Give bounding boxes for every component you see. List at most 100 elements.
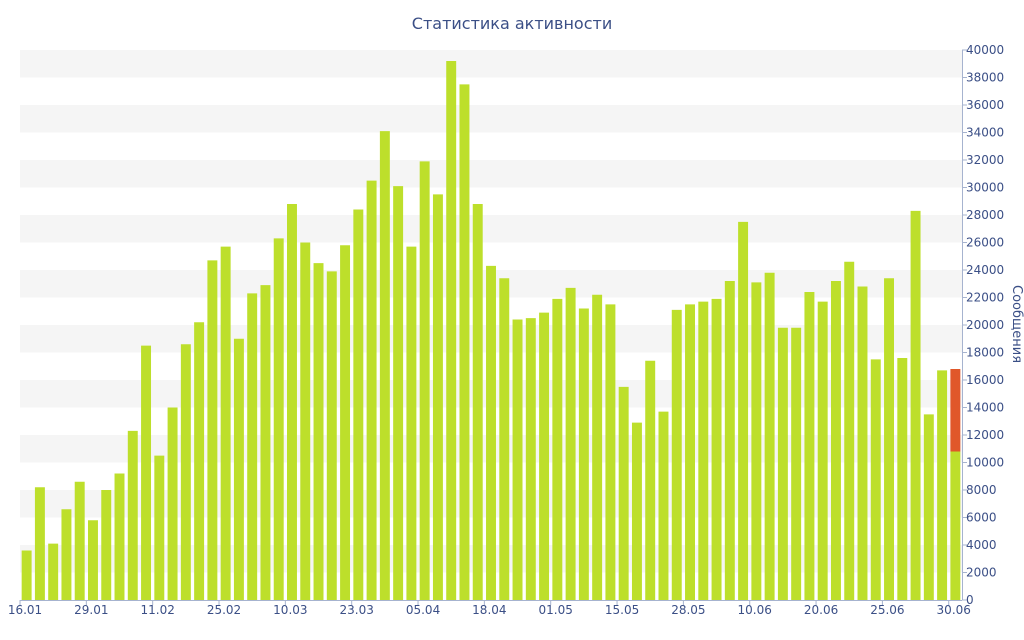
bar[interactable] [379, 131, 390, 600]
bar[interactable] [631, 422, 642, 600]
y-tick-label: 40000 [966, 43, 1004, 57]
x-axis-tick-labels: 16.01 29.01 11.02 25.02 10.03 23.03 05.04 18.04… [8, 603, 971, 617]
bar[interactable] [724, 281, 735, 600]
y-axis-tick-labels: 0 2000 4000 6000 8000 10000 12000 14000 16000 180… [966, 43, 1004, 607]
bar[interactable] [353, 209, 364, 601]
bar[interactable] [194, 322, 205, 600]
bar[interactable] [313, 263, 324, 600]
grid-band [20, 50, 962, 78]
bar[interactable] [592, 294, 603, 600]
bar[interactable] [260, 285, 271, 600]
y-tick-label: 12000 [966, 428, 1004, 442]
y-tick-label: 14000 [966, 401, 1004, 415]
bar[interactable] [751, 282, 762, 600]
bar[interactable] [167, 407, 178, 601]
bar[interactable] [366, 180, 377, 600]
x-tick-label: 25.02 [207, 603, 241, 617]
bar[interactable] [817, 301, 828, 600]
y-axis-title: Сообщения [1009, 285, 1024, 363]
y-tick-label: 38000 [966, 71, 1004, 85]
bar[interactable] [605, 304, 616, 600]
bar[interactable] [300, 242, 311, 601]
x-tick-label: 18.04 [472, 603, 506, 617]
y-tick-label: 26000 [966, 236, 1004, 250]
bar[interactable] [499, 278, 510, 600]
bar[interactable] [804, 292, 815, 600]
bar[interactable] [884, 278, 895, 600]
grid-band [20, 105, 962, 133]
y-tick-label: 16000 [966, 373, 1004, 387]
bar[interactable] [114, 473, 125, 601]
bar[interactable] [764, 272, 775, 600]
bar[interactable] [897, 358, 908, 600]
bar[interactable] [340, 245, 351, 600]
bar[interactable] [459, 84, 470, 600]
bar[interactable] [207, 260, 218, 600]
bar[interactable] [472, 204, 483, 600]
bar[interactable] [247, 293, 258, 600]
bar[interactable] [287, 204, 297, 600]
bar[interactable] [273, 238, 284, 600]
y-tick-label: 20000 [966, 318, 1004, 332]
bar[interactable] [101, 490, 112, 600]
y-tick-label: 24000 [966, 263, 1004, 277]
x-tick-label: 28.05 [671, 603, 705, 617]
bar[interactable] [21, 550, 32, 601]
bar[interactable] [326, 271, 337, 600]
bar[interactable] [738, 221, 749, 600]
bar[interactable] [61, 509, 72, 600]
bar[interactable] [432, 194, 443, 600]
bar[interactable] [791, 327, 802, 600]
y-tick-label: 34000 [966, 126, 1004, 140]
bar[interactable] [565, 287, 576, 600]
x-tick-label: 10.06 [738, 603, 772, 617]
bar[interactable] [446, 61, 457, 600]
bar[interactable] [34, 487, 45, 600]
bar[interactable] [578, 308, 589, 601]
bar[interactable] [48, 543, 59, 600]
bar[interactable] [127, 430, 138, 600]
x-tick-label: 30.06 [937, 603, 971, 617]
bar[interactable] [937, 370, 948, 600]
bar[interactable] [830, 281, 841, 600]
bar[interactable] [870, 359, 881, 600]
bar[interactable] [552, 298, 563, 600]
x-tick-label: 25.06 [870, 603, 904, 617]
bar[interactable] [512, 319, 523, 601]
bar[interactable] [87, 520, 98, 600]
bar[interactable] [923, 414, 934, 600]
y-tick-label: 22000 [966, 291, 1004, 305]
bar[interactable] [857, 286, 868, 601]
bar[interactable] [220, 246, 231, 600]
bar[interactable] [539, 312, 550, 600]
bar-highlight-segment[interactable] [950, 369, 961, 452]
bar[interactable] [618, 386, 629, 600]
bar[interactable] [525, 318, 536, 600]
bar[interactable] [658, 411, 669, 600]
y-tick-label: 32000 [966, 153, 1004, 167]
bar[interactable] [74, 481, 85, 600]
bar[interactable] [141, 345, 152, 600]
y-tick-label: 2000 [966, 566, 997, 580]
x-tick-label: 23.03 [340, 603, 374, 617]
bar[interactable] [645, 360, 656, 600]
bar[interactable] [698, 301, 709, 600]
bar[interactable] [671, 309, 682, 600]
bar[interactable] [406, 246, 417, 600]
bar[interactable] [233, 338, 244, 600]
y-tick-label: 28000 [966, 208, 1004, 222]
bar[interactable] [393, 186, 404, 600]
bar[interactable] [486, 265, 496, 600]
bar[interactable] [685, 304, 695, 600]
bar[interactable] [777, 327, 788, 600]
bar[interactable] [910, 210, 921, 600]
y-tick-label: 10000 [966, 456, 1004, 470]
bar[interactable] [419, 161, 430, 600]
y-tick-label: 6000 [966, 511, 997, 525]
bar[interactable] [844, 261, 855, 600]
bar[interactable] [180, 344, 191, 600]
x-tick-label: 20.06 [804, 603, 838, 617]
bar[interactable] [711, 298, 722, 600]
bar[interactable] [154, 455, 165, 600]
bar[interactable] [950, 451, 961, 601]
